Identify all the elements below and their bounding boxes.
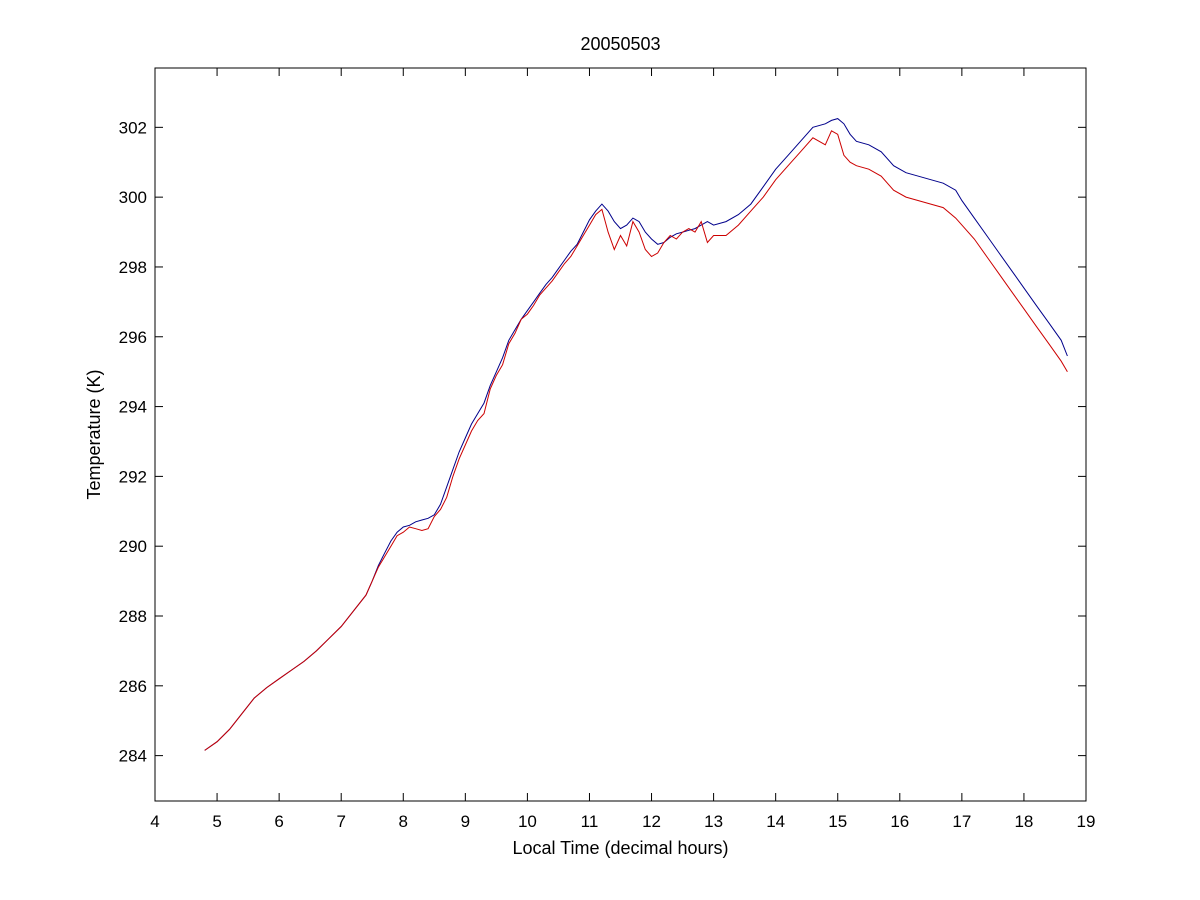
x-tick-label: 5	[212, 812, 221, 831]
y-tick-label: 290	[119, 537, 147, 556]
y-tick-label: 298	[119, 258, 147, 277]
series-line-2	[204, 130, 1068, 751]
x-tick-label: 7	[336, 812, 345, 831]
y-tick-label: 300	[119, 188, 147, 207]
x-tick-label: 16	[890, 812, 909, 831]
y-axis-ticks: 284 286 288 290 292 294 296 298 300 302	[119, 118, 1086, 766]
series-line-1	[204, 118, 1068, 751]
x-tick-label: 13	[704, 812, 723, 831]
x-tick-label: 12	[642, 812, 661, 831]
x-axis-ticks: 4 5 6 7 8 9 10 11 12 13 14 15 16 17 18 19	[150, 68, 1095, 831]
x-tick-label: 8	[399, 812, 408, 831]
y-tick-label: 302	[119, 118, 147, 137]
x-tick-label: 17	[952, 812, 971, 831]
y-axis-title: Temperature (K)	[84, 369, 104, 499]
x-tick-label: 11	[581, 812, 599, 831]
y-tick-label: 288	[119, 607, 147, 626]
y-tick-label: 294	[119, 398, 147, 417]
x-tick-label: 4	[150, 812, 159, 831]
y-tick-label: 296	[119, 328, 147, 347]
x-tick-label: 19	[1077, 812, 1096, 831]
x-tick-label: 18	[1014, 812, 1033, 831]
x-tick-label: 6	[274, 812, 283, 831]
y-tick-label: 292	[119, 467, 147, 486]
x-tick-label: 9	[461, 812, 470, 831]
x-axis-title: Local Time (decimal hours)	[512, 838, 728, 858]
x-tick-label: 15	[828, 812, 847, 831]
series-layer	[204, 118, 1068, 751]
chart-title: 20050503	[580, 34, 660, 54]
y-tick-label: 284	[119, 747, 147, 766]
y-tick-label: 286	[119, 677, 147, 696]
x-tick-label: 14	[766, 812, 785, 831]
x-tick-label: 10	[518, 812, 537, 831]
plot-area	[154, 67, 1087, 802]
